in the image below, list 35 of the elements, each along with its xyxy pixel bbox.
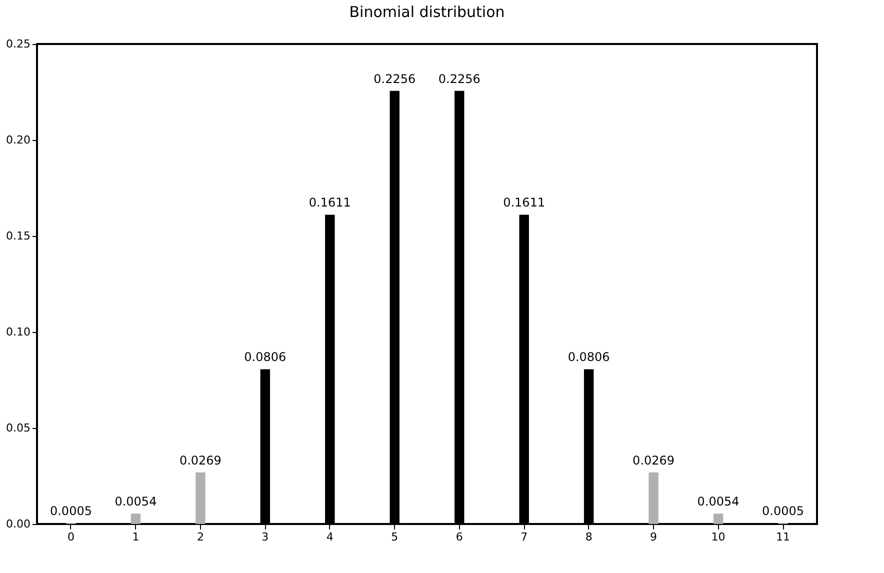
data-label: 0.0054 (697, 494, 740, 509)
y-tick-label: 0.20 (6, 134, 30, 146)
x-tick-label: 10 (711, 530, 726, 544)
y-tick-label: 0.05 (6, 422, 30, 434)
y-tick-label: 0.15 (6, 230, 30, 242)
data-label: 0.0269 (632, 453, 675, 468)
data-label: 0.0005 (50, 504, 92, 518)
data-label: 0.2256 (438, 72, 480, 86)
data-label: 0.0054 (114, 494, 157, 509)
x-tick-label: 6 (456, 530, 463, 544)
x-tick-label: 1 (132, 530, 140, 544)
x-tick-label: 8 (585, 530, 592, 544)
x-tick-label: 11 (776, 530, 790, 544)
x-tick-label: 0 (67, 530, 74, 544)
x-tick-label: 4 (326, 530, 334, 544)
x-tick-label: 3 (262, 530, 269, 544)
chart-title: Binomial distribution (349, 3, 505, 21)
bar (196, 472, 206, 524)
x-tick-label: 9 (650, 530, 658, 544)
bar (130, 514, 141, 524)
data-label: 0.1611 (308, 196, 351, 210)
data-label: 0.0269 (179, 453, 222, 468)
data-label: 0.0005 (762, 504, 804, 518)
data-label: 0.2256 (374, 72, 416, 86)
x-tick-label: 7 (520, 530, 528, 544)
data-label: 0.0806 (568, 350, 610, 364)
bar (713, 514, 724, 524)
y-tick-label: 0.00 (6, 518, 30, 530)
y-tick-label: 0.10 (6, 326, 30, 338)
y-tick-label: 0.25 (6, 38, 30, 50)
data-label: 0.1611 (503, 196, 546, 210)
x-tick-label: 2 (196, 530, 204, 544)
data-label: 0.0806 (244, 350, 286, 364)
x-tick-label: 5 (391, 530, 398, 544)
bar (648, 472, 658, 524)
